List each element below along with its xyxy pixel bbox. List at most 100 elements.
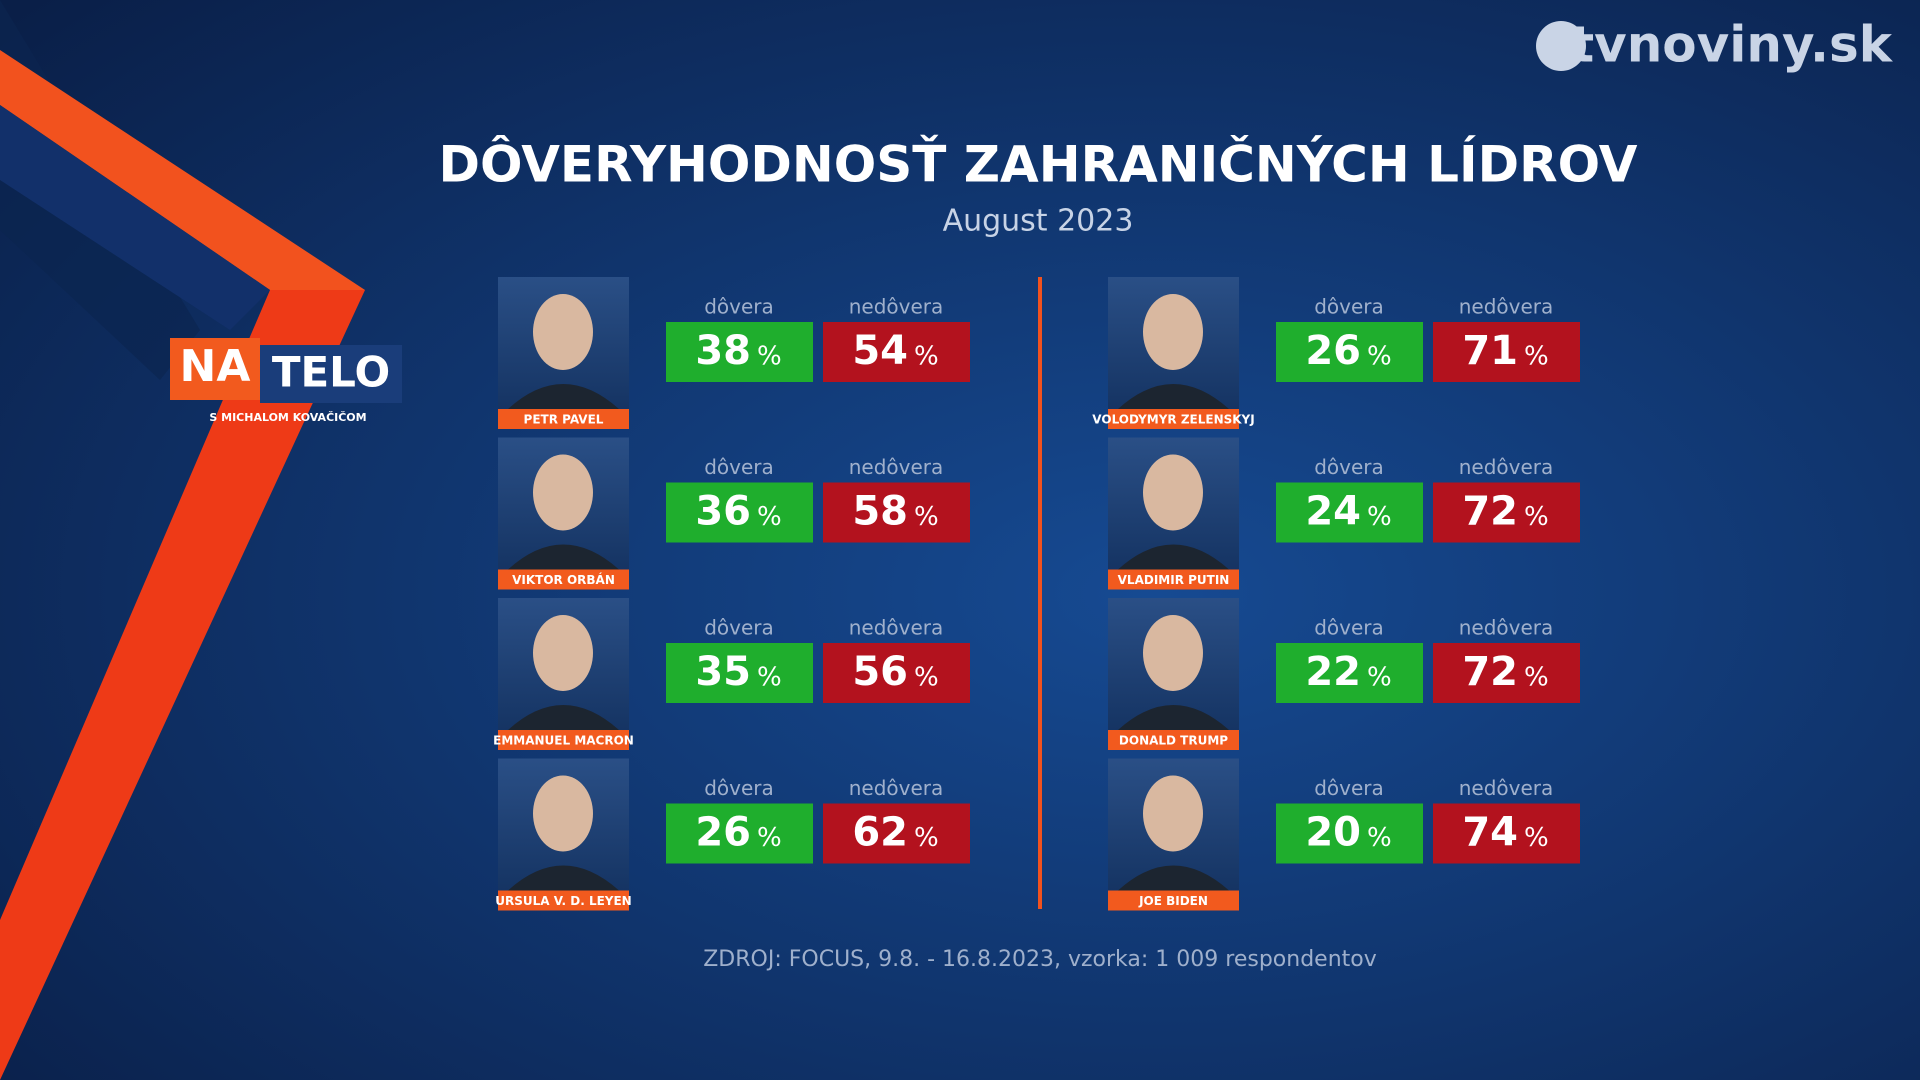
photo-head <box>1143 775 1203 852</box>
percent-sign: % <box>757 663 782 693</box>
leader-name: EMMANUEL MACRON <box>493 734 634 748</box>
distrust-box <box>823 322 970 382</box>
subtitle: August 2023 <box>943 204 1134 239</box>
percent-sign: % <box>1367 663 1392 693</box>
source: ZDROJ: FOCUS, 9.8. - 16.8.2023, vzorka: … <box>703 947 1377 972</box>
distrust-label: nedôvera <box>1459 616 1554 640</box>
title: DÔVERYHODNOSŤ ZAHRANIČNÝCH LÍDROV <box>439 135 1638 194</box>
name-bar <box>498 890 629 911</box>
distrust-label: nedôvera <box>1459 455 1554 479</box>
trust-label: dôvera <box>704 295 774 319</box>
leader-name: JOE BIDEN <box>1138 894 1208 908</box>
photo-body <box>1118 865 1229 891</box>
distrust-value: 72 <box>1462 489 1518 535</box>
name-bar <box>498 730 629 750</box>
photo-body <box>1118 544 1229 570</box>
photo-head <box>533 615 593 691</box>
distrust-box <box>823 643 970 703</box>
trust-box <box>666 643 813 703</box>
distrust-value: 72 <box>1462 649 1518 695</box>
trust-value: 20 <box>1305 810 1361 856</box>
photo-body <box>508 705 619 730</box>
photo-head <box>1143 454 1203 531</box>
leader-name: URSULA V. D. LEYEN <box>495 894 631 908</box>
percent-sign: % <box>1524 502 1549 532</box>
distrust-label: nedôvera <box>1459 776 1554 800</box>
logo-box <box>170 338 260 400</box>
stripe <box>0 50 365 290</box>
leader-name: VLADIMIR PUTIN <box>1118 573 1230 587</box>
name-bar <box>498 409 629 429</box>
trust-label: dôvera <box>1314 455 1384 479</box>
brand: tvnoviny.sk <box>1570 16 1894 74</box>
trust-label: dôvera <box>1314 776 1384 800</box>
distrust-box <box>1433 322 1580 382</box>
trust-box <box>1276 643 1423 703</box>
leader-name: DONALD TRUMP <box>1119 734 1228 748</box>
leader-name: VIKTOR ORBÁN <box>512 572 615 587</box>
trust-label: dôvera <box>704 455 774 479</box>
percent-sign: % <box>757 342 782 372</box>
trust-value: 24 <box>1305 489 1361 535</box>
leader-name: VOLODYMYR ZELENSKYJ <box>1092 413 1254 427</box>
photo-head <box>533 775 593 852</box>
trust-box <box>666 482 813 543</box>
percent-sign: % <box>1524 342 1549 372</box>
distrust-label: nedôvera <box>849 295 944 319</box>
trust-box <box>1276 322 1423 382</box>
photo-body <box>508 544 619 570</box>
percent-sign: % <box>1367 342 1392 372</box>
trust-box <box>1276 803 1423 864</box>
photo-body <box>508 384 619 409</box>
photo-head <box>1143 294 1203 370</box>
trust-label: dôvera <box>1314 616 1384 640</box>
photo-body <box>1118 705 1229 730</box>
trust-label: dôvera <box>1314 295 1384 319</box>
name-bar <box>1108 409 1239 429</box>
distrust-label: nedôvera <box>849 776 944 800</box>
trust-value: 35 <box>695 649 751 695</box>
distrust-label: nedôvera <box>1459 295 1554 319</box>
trust-value: 22 <box>1305 649 1361 695</box>
trust-value: 38 <box>695 328 751 374</box>
logo-text: NA <box>180 341 251 392</box>
host: S MICHALOM KOVAČIČOM <box>209 411 366 424</box>
distrust-label: nedôvera <box>849 616 944 640</box>
percent-sign: % <box>1367 823 1392 853</box>
distrust-value: 54 <box>852 328 908 374</box>
trust-value: 36 <box>695 489 751 535</box>
photo-head <box>533 454 593 531</box>
name-bar <box>1108 890 1239 911</box>
percent-sign: % <box>1367 502 1392 532</box>
distrust-box <box>823 482 970 543</box>
distrust-box <box>823 803 970 864</box>
brand-icon <box>1536 21 1586 71</box>
trust-label: dôvera <box>704 616 774 640</box>
decor <box>0 105 270 330</box>
name-bar <box>1108 569 1239 590</box>
logo-box <box>260 345 402 403</box>
distrust-label: nedôvera <box>849 455 944 479</box>
percent-sign: % <box>914 502 939 532</box>
leader-name: PETR PAVEL <box>524 413 604 427</box>
stripe <box>0 290 365 1080</box>
trust-box <box>666 322 813 382</box>
logo-text: TELO <box>272 348 390 397</box>
distrust-value: 71 <box>1462 328 1518 374</box>
percent-sign: % <box>914 663 939 693</box>
percent-sign: % <box>1524 823 1549 853</box>
distrust-box <box>1433 643 1580 703</box>
trust-box <box>1276 482 1423 543</box>
trust-value: 26 <box>1305 328 1361 374</box>
trust-label: dôvera <box>704 776 774 800</box>
distrust-box <box>1433 803 1580 864</box>
percent-sign: % <box>1524 663 1549 693</box>
photo-head <box>1143 615 1203 691</box>
distrust-box <box>1433 482 1580 543</box>
distrust-value: 62 <box>852 810 908 856</box>
percent-sign: % <box>757 502 782 532</box>
photo-head <box>533 294 593 370</box>
percent-sign: % <box>914 342 939 372</box>
